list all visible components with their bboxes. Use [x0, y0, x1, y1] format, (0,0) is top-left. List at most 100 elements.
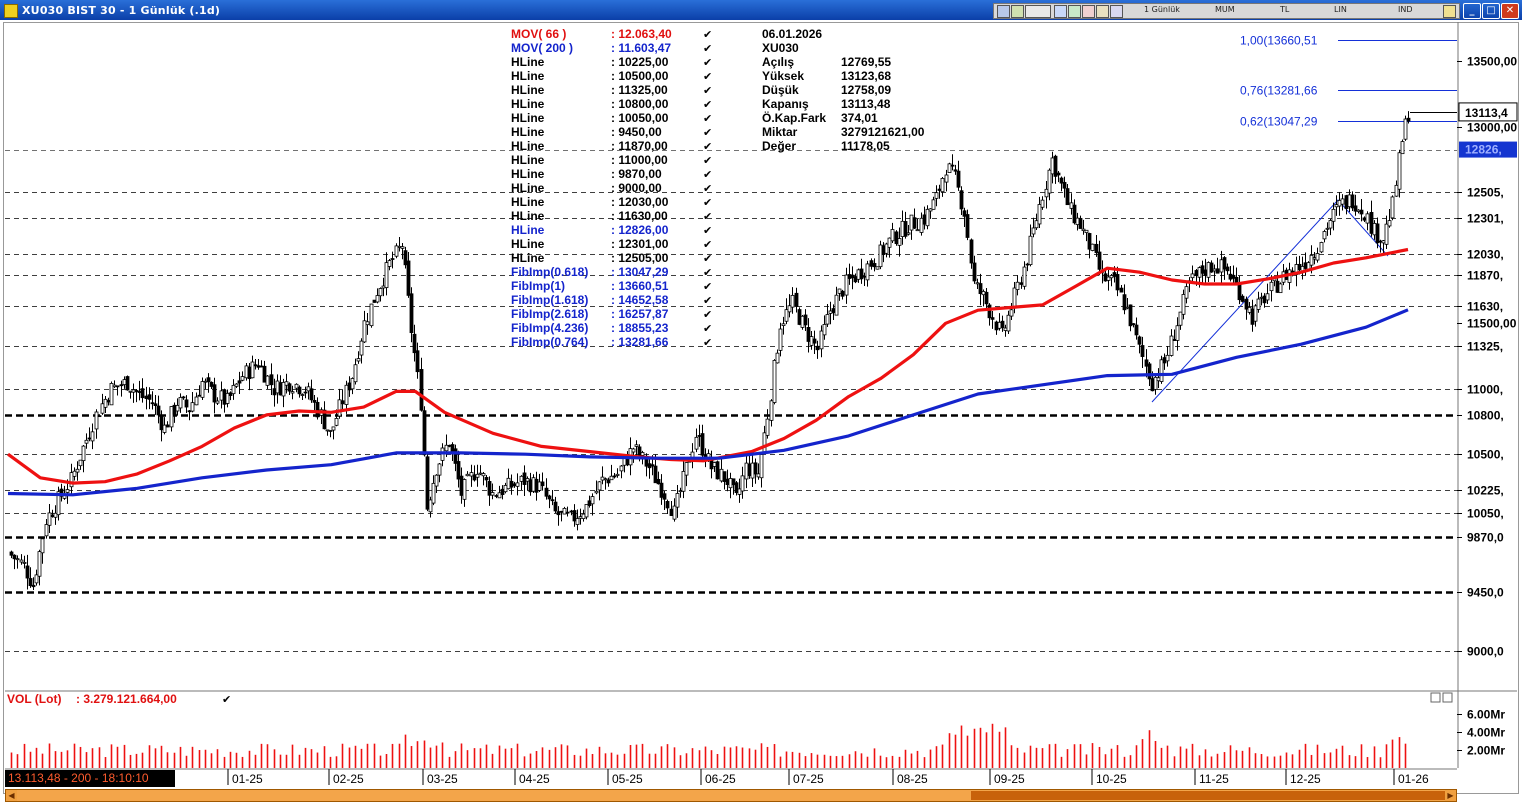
candle [372, 299, 377, 303]
candle [28, 578, 33, 587]
candle [1181, 294, 1186, 315]
candle [422, 410, 427, 456]
scroll-thumb[interactable] [971, 791, 1451, 800]
chart-style-selector[interactable]: MUM [1215, 5, 1235, 14]
candle [312, 400, 317, 403]
price-label-9450: 9450,0 [1467, 586, 1504, 600]
volume-tick-label: 2.00Mr [1467, 744, 1505, 758]
candle [159, 415, 164, 431]
info-value: 3279121621,00 [841, 125, 925, 139]
candle [1315, 253, 1320, 261]
candle [1069, 202, 1074, 209]
candle [134, 390, 139, 392]
legend-name: HLine [511, 125, 545, 139]
candle [975, 282, 980, 285]
candle [940, 177, 945, 193]
draw-icon[interactable] [1054, 5, 1067, 18]
print-icon[interactable] [1011, 5, 1024, 18]
candle [587, 500, 592, 506]
candle [1006, 314, 1011, 332]
candle [184, 399, 189, 408]
candle [400, 246, 405, 249]
legend-check-icon: ✔ [703, 211, 712, 223]
legend-check-icon: ✔ [703, 169, 712, 181]
candle [206, 377, 211, 383]
candle [272, 388, 277, 396]
legend-value: : 11870,00 [611, 139, 668, 153]
candle [1206, 262, 1211, 278]
candle [1012, 287, 1017, 307]
candle [165, 424, 170, 428]
candle [1175, 325, 1180, 341]
candle [1390, 196, 1395, 219]
legend-name: FibImp(0.618) [511, 265, 588, 279]
candle [137, 391, 142, 393]
candle [790, 294, 795, 308]
scroll-left-icon[interactable]: ◀ [6, 790, 17, 801]
candle [122, 379, 127, 386]
candle [90, 431, 95, 442]
legend-name: FibImp(0.764) [511, 335, 588, 349]
scale-selector[interactable]: LIN [1334, 5, 1347, 14]
candle [856, 269, 861, 280]
candle [609, 475, 614, 481]
candle [40, 538, 45, 554]
save-icon[interactable] [1096, 5, 1109, 18]
volume-value: : 3.279.121.664,00 [76, 692, 177, 706]
candle [19, 559, 24, 563]
candle [1103, 273, 1108, 282]
price-label-12301: 12301, [1467, 212, 1504, 226]
maximize-button[interactable]: □ [1482, 3, 1500, 19]
scroll-right-icon[interactable]: ▶ [1445, 790, 1456, 801]
period-selector[interactable]: 1 Günlük [1144, 5, 1180, 14]
candle [1219, 259, 1224, 273]
candle [390, 258, 395, 260]
candle [1309, 254, 1314, 266]
candle [769, 400, 774, 421]
price-label-13500: 13500,00 [1467, 55, 1517, 69]
legend-name: HLine [511, 55, 545, 69]
compare-icon[interactable] [1025, 5, 1051, 18]
candle [931, 199, 936, 210]
help-icon[interactable] [1443, 5, 1456, 18]
chart-settings-icon[interactable] [997, 5, 1010, 18]
candle [569, 510, 574, 513]
candle [925, 208, 930, 227]
candle [187, 410, 192, 413]
minimize-button[interactable]: _ [1463, 3, 1481, 19]
candle [634, 444, 639, 447]
candle [72, 470, 77, 477]
close-button[interactable]: ✕ [1501, 3, 1519, 19]
currency-selector[interactable]: TL [1280, 5, 1290, 14]
price-label-12030: 12030, [1467, 248, 1504, 262]
candle [103, 398, 108, 408]
candle [362, 320, 367, 343]
candle [162, 424, 167, 433]
legend-value: : 10225,00 [611, 55, 669, 69]
indicator-selector[interactable]: IND [1398, 5, 1413, 14]
legend-name: HLine [511, 83, 545, 97]
delete-icon[interactable] [1082, 5, 1095, 18]
candle [1319, 242, 1324, 253]
candle [334, 418, 339, 426]
refresh-icon[interactable] [1110, 5, 1123, 18]
legend-check-icon: ✔ [703, 71, 712, 83]
candle [531, 477, 536, 492]
candle [128, 390, 133, 393]
candle [1019, 282, 1024, 285]
candle [403, 250, 408, 266]
horizontal-scrollbar[interactable]: ◀ ▶ [5, 789, 1457, 802]
zoom-icon[interactable] [1068, 5, 1081, 18]
legend-value: : 9870,00 [611, 167, 662, 181]
candle [222, 389, 227, 405]
candle [44, 524, 49, 537]
candle [972, 262, 977, 282]
date-label: 06-25 [705, 772, 736, 786]
candle [1231, 274, 1236, 279]
info-label: Düşük [762, 83, 799, 97]
candle [928, 208, 933, 212]
candle [303, 391, 308, 394]
candle [250, 361, 255, 379]
candle [244, 365, 249, 379]
